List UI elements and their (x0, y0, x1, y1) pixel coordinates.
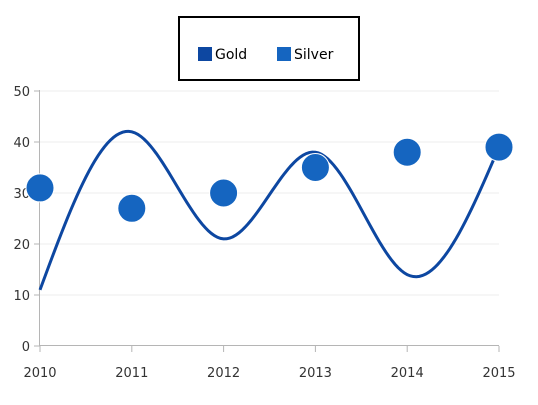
x-tick-label: 2012 (207, 366, 240, 381)
silver-point[interactable] (117, 193, 147, 223)
series-layer (25, 129, 514, 291)
y-tick-label: 20 (13, 238, 30, 253)
x-tick-label: 2011 (115, 366, 148, 381)
x-tick-label: 2014 (391, 366, 424, 381)
silver-point[interactable] (300, 153, 330, 182)
legend-label-gold: Gold (215, 47, 247, 63)
x-tick-label: 2015 (482, 366, 515, 381)
axes (39, 90, 499, 346)
legend: Gold Silver (178, 16, 360, 81)
silver-point[interactable] (484, 132, 514, 162)
legend-swatch-silver (277, 47, 291, 61)
series-line-gold[interactable] (38, 129, 501, 291)
legend-swatch-gold (198, 47, 212, 61)
legend-item-silver[interactable]: Silver (277, 47, 334, 63)
x-tick-label: 2010 (23, 366, 56, 381)
silver-point[interactable] (392, 137, 422, 167)
legend-item-gold[interactable]: Gold (198, 47, 247, 63)
y-tick-label: 10 (13, 289, 30, 304)
x-tick-label: 2013 (299, 366, 332, 381)
y-tick-label: 40 (13, 136, 30, 151)
y-tick-label: 50 (13, 85, 30, 100)
y-tick-label: 0 (22, 340, 30, 355)
x-axis-ticks: 2010 2011 2012 2013 2014 2015 (23, 346, 516, 381)
silver-point[interactable] (25, 173, 55, 203)
legend-label-silver: Silver (294, 47, 334, 63)
silver-point[interactable] (209, 178, 239, 208)
